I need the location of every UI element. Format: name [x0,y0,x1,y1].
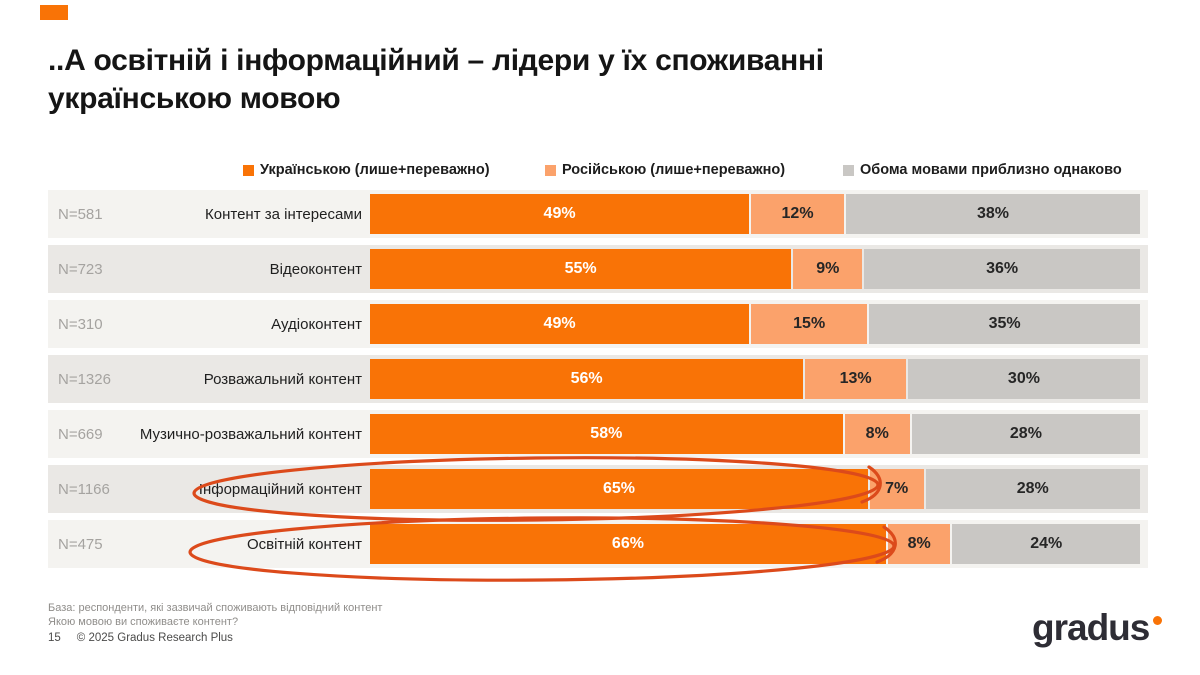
row-sample-size: N=581 [58,205,103,223]
bar-segment-both: 35% [869,304,1140,344]
table-row: N=581 Контент за інтересами 49% 12% 38% [48,190,1148,238]
gradus-logo: gradus [1032,606,1163,650]
bar-segment-russian: 8% [844,414,910,454]
bar-segment-both: 36% [864,249,1140,289]
stacked-bar: 56% 13% 30% [370,359,1140,399]
bar-value-label: 56% [570,370,603,387]
bar-segment-russian: 13% [805,359,906,399]
row-category-label: Аудіоконтент [271,315,362,333]
stacked-bar: 58% 8% 28% [370,414,1140,454]
bar-value-label: 9% [816,260,840,277]
footnote-question: Якою мовою ви споживаєте контент? [48,616,239,628]
bar-value-label: 66% [611,535,644,552]
row-sample-size: N=1166 [58,480,110,498]
stacked-bar: 65% 7% 28% [370,469,1141,509]
table-row: N=669 Музично-розважальний контент 58% 8% 28… [48,410,1148,458]
bar-segment-russian: 7% [869,469,924,509]
bar-segment-both: 28% [925,469,1141,509]
accent-mark [40,5,68,20]
bar-segment-russian: 9% [793,249,863,289]
row-sample-size: N=310 [58,315,103,333]
legend-swatch-russian-icon [545,164,556,176]
bar-value-label: 58% [590,425,623,442]
logo-dot-icon [1153,616,1163,625]
bar-value-label: 35% [988,315,1021,332]
bar-segment-both: 24% [952,524,1140,564]
row-sample-size: N=669 [58,425,103,443]
table-row: N=723 Відеоконтент 55% 9% 36% [48,245,1148,293]
logo-text: gradus [1032,607,1150,648]
bar-value-label: 13% [839,370,872,387]
legend-item-both: Обома мовами приблизно однаково [843,162,1122,178]
legend-item-russian: Російською (лише+переважно) [545,162,785,178]
legend-label-russian: Російською (лише+переважно) [562,162,786,178]
bar-value-label: 36% [986,260,1019,277]
title-line-2: українською мовою [48,82,341,115]
row-sample-size: N=723 [58,260,103,278]
bar-segment-ukrainian: 65% [370,469,868,509]
stacked-bar: 55% 9% 36% [370,249,1140,289]
bar-segment-russian: 12% [751,194,844,234]
footer-meta: 15 © 2025 Gradus Research Plus [48,632,233,644]
legend-label-both: Обома мовами приблизно однаково [860,162,1122,178]
table-row: N=1166 Інформаційний контент 65% 7% 28% [48,465,1148,513]
page-title: ..А освітній і інформаційний – лідери у … [48,42,1128,118]
copyright: © 2025 Gradus Research Plus [76,632,233,644]
bar-value-label: 38% [976,205,1009,222]
row-category-label: Освітній контент [246,535,362,553]
bar-segment-ukrainian: 66% [370,524,886,564]
bar-value-label: 28% [1016,480,1049,497]
bar-value-label: 24% [1030,535,1063,552]
stacked-bar: 66% 8% 24% [370,524,1140,564]
bar-segment-ukrainian: 58% [370,414,843,454]
row-sample-size: N=1326 [58,370,111,388]
bar-segment-both: 30% [907,359,1140,399]
bar-segment-russian: 8% [887,524,951,564]
bar-value-label: 55% [564,260,597,277]
table-row: N=1326 Розважальний контент 56% 13% 30% [48,355,1148,403]
page-number: 15 [48,632,61,644]
bar-value-label: 8% [865,425,889,442]
legend-swatch-both-icon [843,164,854,176]
bar-segment-ukrainian: 49% [370,194,750,234]
legend-swatch-ukrainian-icon [243,164,254,176]
chart-rows: N=581 Контент за інтересами 49% 12% 38% N=723… [48,190,1148,575]
stacked-bar: 49% 12% 38% [370,194,1140,234]
bar-segment-both: 38% [845,194,1140,234]
row-sample-size: N=475 [58,535,103,553]
bar-segment-ukrainian: 55% [370,249,792,289]
bar-value-label: 12% [781,205,814,222]
bar-value-label: 30% [1007,370,1040,387]
bar-value-label: 15% [793,315,826,332]
bar-value-label: 8% [907,535,931,552]
bar-value-label: 7% [885,480,909,497]
row-category-label: Інформаційний контент [198,480,362,498]
bar-segment-both: 28% [911,414,1140,454]
bar-value-label: 49% [543,205,576,222]
stacked-bar: 49% 15% 35% [370,304,1140,344]
footnote-base: База: респонденти, які зазвичай споживаю… [48,602,383,614]
legend-item-ukrainian: Українською (лише+переважно) [243,162,490,178]
bar-segment-ukrainian: 56% [370,359,804,399]
row-category-label: Відеоконтент [269,260,362,278]
bar-value-label: 65% [602,480,635,497]
bar-value-label: 28% [1009,425,1042,442]
row-category-label: Музично-розважальний контент [139,425,362,443]
row-category-label: Контент за інтересами [205,205,362,223]
bar-segment-ukrainian: 49% [370,304,750,344]
legend-label-ukrainian: Українською (лише+переважно) [260,162,490,178]
row-category-label: Розважальний контент [203,370,362,388]
table-row: N=475 Освітній контент 66% 8% 24% [48,520,1148,568]
table-row: N=310 Аудіоконтент 49% 15% 35% [48,300,1148,348]
title-line-1: ..А освітній і інформаційний – лідери у … [48,44,824,77]
bar-segment-russian: 15% [751,304,868,344]
bar-value-label: 49% [543,315,576,332]
